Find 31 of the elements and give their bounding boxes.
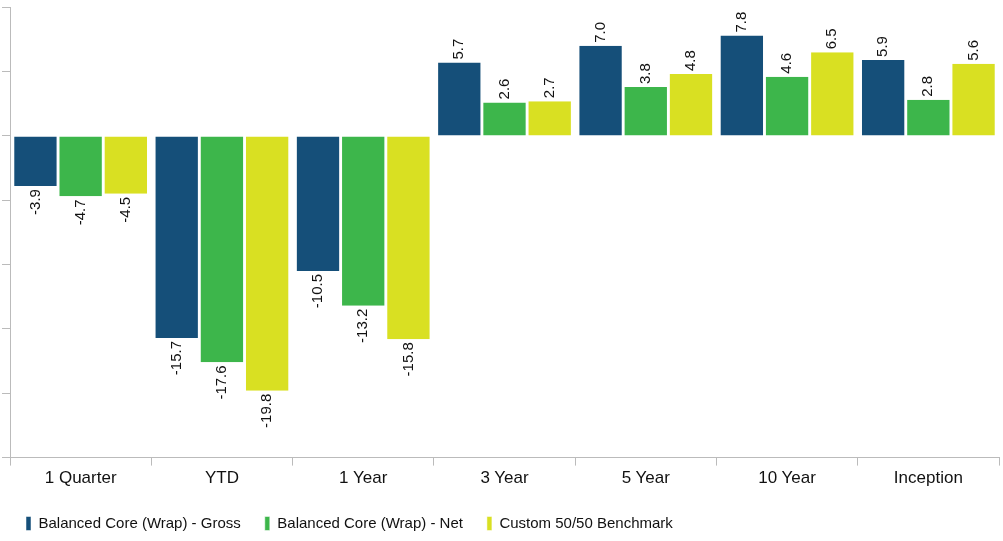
data-label: 5.9 [873, 36, 891, 57]
data-label: 5.7 [449, 38, 467, 60]
data-label: 5.6 [963, 39, 981, 61]
data-label: 7.0 [590, 21, 608, 43]
data-label: -17.6 [212, 365, 230, 400]
x-tick-label: 1 Quarter [44, 468, 117, 488]
data-label: 2.7 [539, 77, 557, 99]
x-tick-label: 3 Year [480, 468, 529, 488]
legend-label: Balanced Core (Wrap) - Gross [38, 513, 241, 531]
data-label: -19.8 [257, 393, 275, 428]
data-label: 6.5 [822, 28, 840, 50]
legend-label: Balanced Core (Wrap) - Net [277, 513, 464, 531]
data-label: 2.6 [494, 78, 512, 100]
data-label: -13.2 [353, 308, 371, 343]
x-tick-label: 10 Year [758, 468, 817, 488]
data-label: 4.8 [681, 50, 699, 72]
x-tick-label: 5 Year [621, 468, 671, 488]
data-label: -4.7 [70, 199, 88, 226]
data-label: 2.8 [918, 75, 936, 97]
x-tick-label: Inception [893, 468, 963, 488]
data-label: -10.5 [308, 274, 326, 309]
data-label: -15.8 [398, 342, 416, 377]
x-tick-label: 1 Year [339, 468, 388, 488]
legend-label: Custom 50/50 Benchmark [499, 513, 674, 531]
data-label: 7.8 [732, 11, 749, 33]
data-label: -4.5 [115, 196, 133, 223]
data-label: -15.7 [166, 340, 184, 376]
data-label: 3.8 [635, 63, 653, 84]
data-label: 4.6 [777, 52, 795, 74]
data-label: -3.9 [25, 189, 43, 215]
x-tick-label: YTD [204, 468, 239, 488]
